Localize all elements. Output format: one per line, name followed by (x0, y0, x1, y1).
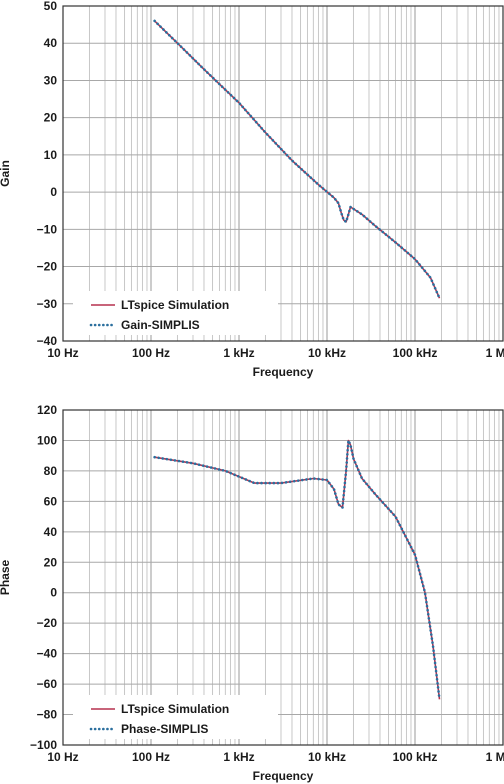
y-tick-label: 0 (50, 185, 57, 199)
y-tick-label: 10 (44, 148, 58, 162)
x-tick-label: 100 Hz (132, 346, 170, 360)
y-tick-label: −40 (37, 647, 58, 661)
legend-box (73, 695, 278, 739)
series-line-simplis (153, 439, 441, 701)
y-tick-label: 40 (44, 525, 58, 539)
x-tick-label: 100 Hz (132, 750, 170, 764)
x-axis-label: Frequency (253, 769, 314, 783)
y-tick-label: 100 (37, 433, 57, 447)
x-tick-label: 100 kHz (393, 750, 438, 764)
legend-label: LTspice Simulation (121, 702, 229, 716)
x-axis-label: Frequency (253, 365, 314, 379)
legend-label: LTspice Simulation (121, 298, 229, 312)
y-tick-label: 60 (44, 494, 58, 508)
y-tick-label: 120 (37, 403, 57, 417)
y-tick-label: −20 (37, 616, 58, 630)
x-tick-label: 10 kHz (308, 750, 346, 764)
x-tick-label: 1 kHz (223, 346, 254, 360)
legend: LTspice Simulation Phase-SIMPLIS (73, 695, 278, 739)
y-axis-label: Gain (0, 160, 12, 187)
x-tick-label: 1 kHz (223, 750, 254, 764)
series-line-ltspice (154, 20, 441, 299)
y-tick-label: −30 (37, 297, 58, 311)
x-tick-label: 10 Hz (47, 346, 78, 360)
y-tick-label: −80 (37, 708, 58, 722)
y-tick-label: 40 (44, 36, 58, 50)
legend-box (73, 291, 278, 335)
series-line-simplis (153, 19, 441, 300)
x-tick-label: 1 MHz (486, 346, 504, 360)
chart-gain: −40 −30 −20 −10 0 10 20 30 40 50 10 Hz 100 Hz 1 kHz 1… (0, 0, 504, 379)
x-tick-label: 1 MHz (486, 750, 504, 764)
y-tick-label: −60 (37, 677, 58, 691)
y-tick-label: −100 (30, 738, 57, 752)
x-tick-label: 100 kHz (393, 346, 438, 360)
plot-frame (62, 5, 504, 342)
plot-frame (62, 409, 504, 746)
y-tick-label: −20 (37, 260, 58, 274)
grid (62, 409, 504, 746)
legend: LTspice Simulation Gain-SIMPLIS (73, 291, 278, 335)
y-tick-label: 20 (44, 111, 58, 125)
y-tick-label: 20 (44, 555, 58, 569)
x-tick-label: 10 Hz (47, 750, 78, 764)
legend-label: Phase-SIMPLIS (121, 722, 208, 736)
legend-label: Gain-SIMPLIS (121, 318, 200, 332)
y-tick-label: 50 (44, 0, 58, 13)
y-tick-label: 0 (50, 586, 57, 600)
y-tick-label: 80 (44, 464, 58, 478)
chart-phase: −100 −80 −60 −40 −20 0 20 40 60 80 100 120 10 Hz 100 … (0, 403, 504, 783)
y-tick-label: −40 (37, 334, 58, 348)
y-axis-label: Phase (0, 559, 12, 595)
series-line-ltspice (154, 439, 441, 700)
x-tick-label: 10 kHz (308, 346, 346, 360)
y-tick-label: −10 (37, 222, 58, 236)
y-tick-label: 30 (44, 73, 58, 87)
